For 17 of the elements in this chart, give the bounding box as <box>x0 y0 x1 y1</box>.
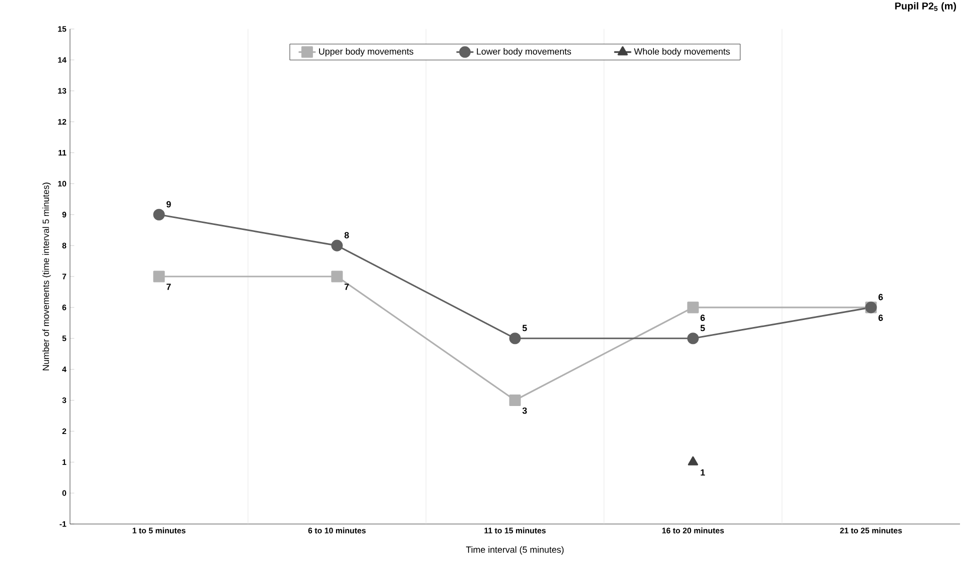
data-label: 9 <box>166 201 171 208</box>
data-label: 7 <box>344 284 349 290</box>
data-label: 5 <box>700 324 705 332</box>
legend-label: Whole body movements <box>634 48 730 56</box>
data-label: 6 <box>878 294 883 300</box>
x-axis-title: Time interval (5 minutes) <box>466 546 564 555</box>
y-axis-title: Number of movements (time interval 5 minutes) <box>42 182 51 370</box>
data-label: 5 <box>522 324 527 332</box>
legend-label: Upper body movements <box>319 48 414 56</box>
data-label: 8 <box>344 232 349 238</box>
data-label: 3 <box>522 407 527 414</box>
data-label: 6 <box>700 314 705 321</box>
data-label: 1 <box>700 469 705 476</box>
data-label: 7 <box>166 284 171 290</box>
chart-title: Pupil P2$_{5}$ (m) <box>895 2 956 12</box>
data-label: 6 <box>878 314 883 321</box>
legend-label: Lower body movements <box>476 48 572 56</box>
